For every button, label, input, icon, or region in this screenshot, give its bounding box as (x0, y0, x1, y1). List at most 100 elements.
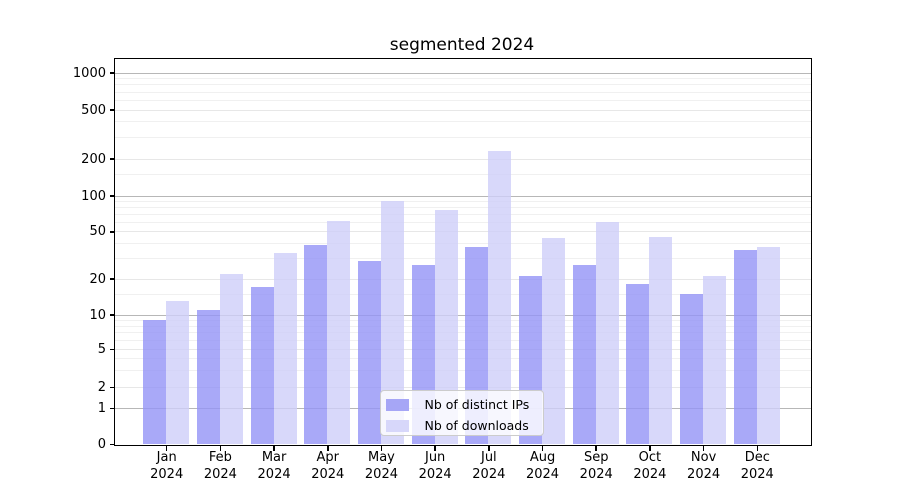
x-tick-mark-jun (434, 445, 436, 451)
x-tick-label-jan: Jan 2024 (127, 450, 207, 483)
month-line: Dec (744, 450, 770, 465)
legend-swatch-downloads (385, 419, 409, 433)
month-line: Apr (316, 450, 340, 465)
gridline-15 (114, 293, 811, 295)
x-tick-mark-jul (488, 445, 490, 451)
bar-nov-downloads (703, 276, 727, 444)
gridline-20 (114, 278, 811, 280)
gridline-40 (114, 242, 811, 244)
bar-dec-distinct-ips (733, 249, 757, 444)
gridline-1000 (114, 72, 811, 74)
month-line: Nov (690, 450, 717, 465)
x-tick-mark-dec (756, 445, 759, 451)
gridline-400 (114, 121, 811, 123)
month-line: Sep (583, 450, 609, 465)
gridline-10 (114, 314, 811, 316)
bar-sep-distinct-ips (572, 265, 596, 444)
gridline-600 (114, 99, 811, 101)
y-tick-label-500: 500 (81, 102, 106, 118)
gridline-500 (114, 109, 811, 111)
gridline-70 (114, 213, 811, 215)
year-line: 2024 (633, 466, 667, 482)
bar-jun-downloads (434, 209, 458, 444)
chart-title: segmented 2024 (389, 35, 535, 55)
bar-oct-downloads (649, 236, 673, 444)
year-line: 2024 (740, 466, 774, 482)
year-line: 2024 (203, 466, 237, 482)
y-tick-mark-20 (110, 278, 115, 280)
gridline-30 (114, 257, 811, 259)
x-tick-label-sep: Sep 2024 (556, 450, 636, 483)
x-tick-label-may: May 2024 (341, 450, 421, 483)
x-tick-mark-aug (541, 445, 544, 451)
bar-jul-downloads (488, 151, 512, 444)
x-tick-label-dec: Dec 2024 (717, 450, 797, 483)
gridline-90 (114, 200, 811, 202)
gridline-6 (114, 339, 811, 341)
y-tick-label-2: 2 (97, 379, 106, 395)
gridline-60 (114, 221, 811, 223)
legend-label-downloads: Nb of downloads (424, 418, 529, 433)
x-tick-mark-nov (702, 445, 705, 451)
year-line: 2024 (472, 466, 506, 482)
y-tick-mark-1000 (110, 72, 115, 74)
bar-dec-downloads (756, 246, 780, 444)
gridline-2 (114, 386, 811, 388)
year-line: 2024 (311, 466, 345, 482)
x-tick-label-jun: Jun 2024 (395, 450, 475, 483)
y-tick-mark-200 (110, 158, 115, 160)
bar-may-distinct-ips (357, 261, 381, 444)
y-tick-label-5: 5 (97, 342, 106, 357)
gridline-900 (114, 78, 811, 80)
x-tick-mark-may (380, 445, 383, 451)
year-line: 2024 (525, 466, 560, 482)
y-tick-mark-0 (110, 443, 115, 446)
month-line: Oct (638, 450, 662, 465)
bar-sep-downloads (595, 221, 619, 444)
gridline-50 (114, 231, 811, 233)
y-tick-label-100: 100 (81, 188, 106, 204)
gridline-700 (114, 91, 811, 93)
legend-label-distinct-ips: Nb of distinct IPs (424, 397, 530, 412)
bar-nov-distinct-ips (680, 293, 704, 444)
bar-jan-distinct-ips (143, 319, 167, 444)
gridline-7 (114, 332, 811, 334)
gridline-3 (114, 370, 811, 372)
bar-apr-distinct-ips (304, 245, 328, 444)
x-tick-mark-sep (595, 445, 597, 451)
x-tick-label-apr: Apr 2024 (288, 450, 368, 483)
year-line: 2024 (579, 466, 613, 482)
x-tick-label-aug: Aug 2024 (503, 450, 583, 483)
y-tick-mark-2 (110, 386, 115, 389)
legend-swatch-distinct-ips (385, 398, 409, 412)
y-tick-label-20: 20 (89, 271, 106, 287)
gridline-5 (114, 349, 811, 350)
month-line: Feb (208, 450, 232, 465)
month-line: Aug (529, 450, 556, 465)
gridline-100 (114, 195, 811, 197)
y-tick-label-50: 50 (89, 224, 106, 240)
x-tick-mark-apr (327, 445, 329, 451)
bar-jan-downloads (166, 300, 190, 444)
legend-item-distinct-ips: Nb of distinct IPs (385, 396, 543, 414)
x-tick-label-oct: Oct 2024 (610, 450, 690, 483)
x-tick-label-mar: Mar 2024 (234, 450, 314, 483)
gridline-8 (114, 325, 811, 327)
month-line: Jan (156, 450, 177, 465)
bar-oct-distinct-ips (626, 284, 650, 444)
gridline-80 (114, 207, 811, 209)
x-tick-label-nov: Nov 2024 (664, 450, 744, 483)
month-line: Jul (480, 450, 497, 465)
bar-aug-downloads (542, 237, 566, 444)
gridline-4 (114, 358, 811, 360)
gridline-300 (114, 136, 811, 138)
year-line: 2024 (364, 466, 398, 482)
gridline-800 (114, 84, 811, 86)
y-tick-label-1: 1 (97, 400, 106, 416)
year-line: 2024 (687, 466, 721, 482)
year-line: 2024 (418, 466, 452, 482)
year-line: 2024 (257, 466, 291, 482)
y-tick-label-1000: 1000 (72, 65, 106, 81)
x-tick-mark-mar (273, 445, 275, 451)
